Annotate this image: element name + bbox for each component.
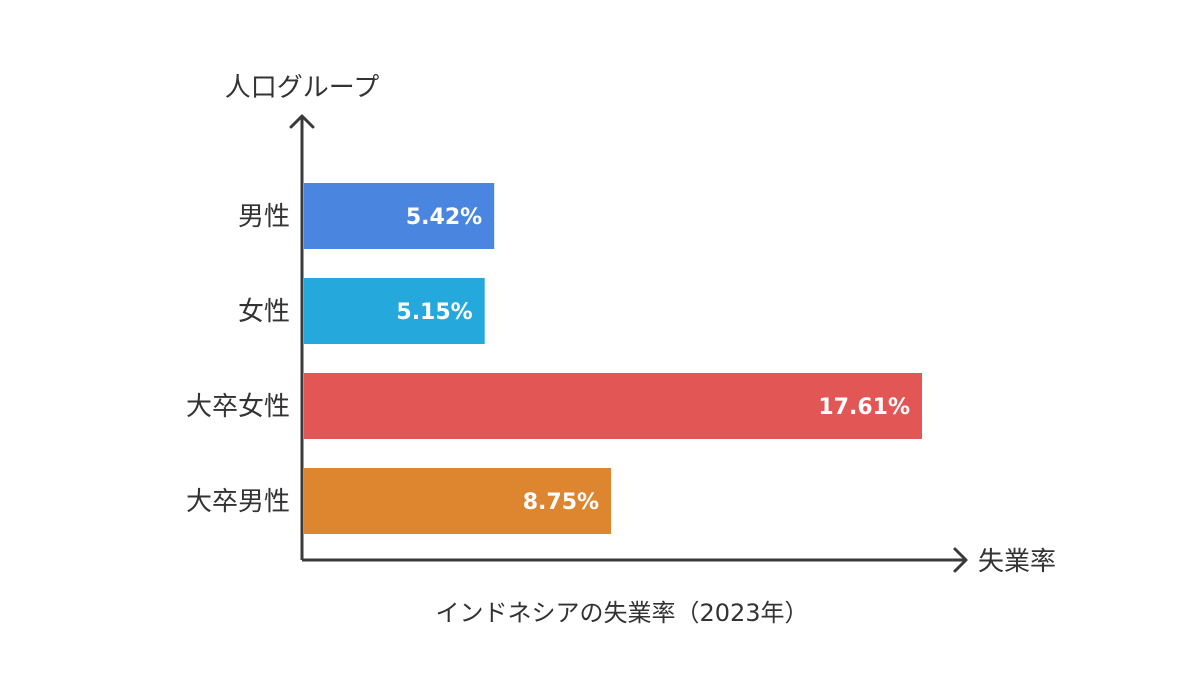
bar-value-label-4: 8.75%	[523, 490, 599, 515]
bar-4	[304, 468, 612, 534]
category-label-3: 大卒女性	[186, 392, 290, 422]
bar-1	[304, 183, 495, 249]
bar-2	[304, 278, 485, 344]
bar-value-label-3: 17.61%	[818, 395, 910, 420]
bar-value-label-2: 5.15%	[396, 300, 472, 325]
x-axis-arrow	[953, 547, 968, 573]
category-label-2: 女性	[238, 297, 290, 327]
chart-title: インドネシアの失業率（2023年）	[435, 599, 808, 627]
category-label-1: 男性	[238, 202, 290, 232]
bar-value-label-1: 5.42%	[406, 205, 482, 230]
x-axis-title: 失業率	[978, 547, 1056, 577]
y-axis-arrow	[289, 114, 315, 129]
bars-group: 5.42% 男性 5.15% 女性 17.61% 大卒女性 8.75% 大卒男性	[186, 183, 922, 534]
bar-3	[304, 373, 922, 439]
category-label-4: 大卒男性	[186, 487, 290, 517]
y-axis-title: 人口グループ	[225, 73, 379, 103]
